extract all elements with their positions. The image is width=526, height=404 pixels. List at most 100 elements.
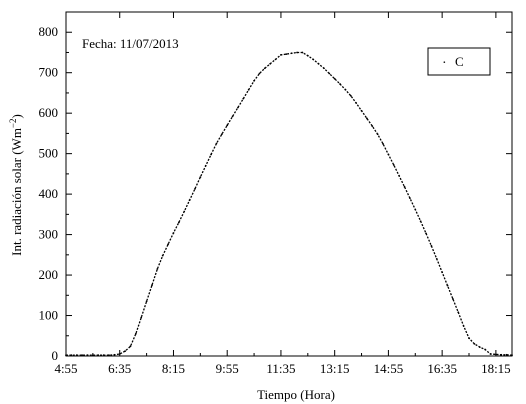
data-point: [129, 345, 132, 348]
plot-frame: [65, 11, 513, 357]
series-line-C: [66, 51, 513, 356]
data-point: [172, 232, 175, 234]
data-point: [91, 354, 94, 357]
data-point: [430, 245, 433, 247]
x-tick-label: 4:55: [54, 361, 77, 376]
legend: · C: [427, 47, 491, 76]
legend-box: [427, 47, 491, 76]
x-tick-label: 16:35: [427, 361, 457, 376]
y-axis-label-main: Int. radiación solar (Wm: [9, 128, 24, 256]
data-point: [247, 88, 250, 91]
data-point: [435, 257, 438, 260]
data-point: [323, 67, 325, 70]
data-point: [478, 346, 481, 348]
data-point: [285, 53, 288, 55]
data-point: [134, 332, 137, 335]
data-point: [317, 62, 320, 65]
data-point: [290, 52, 293, 55]
y-tick-label: 500: [39, 146, 59, 161]
y-tick-label: 100: [39, 308, 59, 323]
data-point: [194, 187, 196, 190]
data-point: [333, 77, 336, 80]
data-point: [366, 117, 368, 120]
data-point: [328, 72, 331, 75]
data-point: [183, 210, 186, 213]
data-point: [484, 348, 487, 351]
data-point: [124, 350, 127, 353]
data-point: [382, 143, 384, 145]
data-point: [86, 354, 89, 357]
y-axis-label-exponent: −2: [8, 118, 18, 128]
x-tick-label: 13:15: [320, 361, 350, 376]
data-point: [473, 342, 476, 345]
data-point: [306, 54, 309, 57]
data-point: [258, 72, 261, 75]
x-axis-label: Tiempo (Hora): [257, 387, 335, 402]
data-point: [81, 354, 84, 357]
data-point: [65, 354, 67, 357]
data-point: [145, 300, 148, 303]
y-tick-label: 300: [39, 227, 59, 242]
data-point: [75, 354, 78, 357]
y-tick-label: 700: [39, 65, 59, 80]
y-tick-label: 200: [39, 267, 59, 282]
y-tick-label: 600: [39, 105, 59, 120]
data-point: [494, 353, 497, 356]
legend-marker: ·: [442, 56, 447, 71]
series-layer: [65, 51, 513, 357]
data-point: [226, 124, 229, 127]
x-axis: 4:55 6:35 8:15 9:55 11:35 13:15 14:55 16:35 18:1…: [54, 12, 511, 376]
data-point: [242, 97, 245, 100]
data-point: [204, 164, 207, 167]
y-axis: 0 100 200 300 400 500 600 700 800: [39, 24, 512, 363]
data-point: [403, 185, 406, 188]
data-point: [280, 54, 282, 56]
data-point: [409, 197, 411, 200]
data-point: [425, 232, 427, 235]
data-point: [392, 164, 395, 166]
y-tick-label: 0: [52, 348, 59, 363]
data-point: [253, 79, 255, 82]
data-point: [263, 67, 266, 70]
data-point: [188, 199, 191, 202]
data-point: [161, 254, 164, 257]
data-point: [371, 125, 374, 128]
y-tick-label: 400: [39, 186, 59, 201]
data-point: [339, 83, 341, 85]
data-point: [349, 94, 352, 97]
data-point: [237, 106, 239, 109]
y-tick-label: 800: [39, 24, 59, 39]
data-point: [274, 58, 277, 61]
data-point: [344, 88, 347, 91]
data-point: [505, 353, 508, 356]
x-tick-label: 6:35: [108, 361, 131, 376]
data-point: [446, 284, 449, 287]
data-point: [108, 354, 110, 357]
data-point: [215, 142, 218, 145]
data-point: [511, 354, 513, 357]
data-point: [387, 153, 390, 156]
data-point: [199, 176, 202, 179]
data-point: [468, 337, 470, 340]
legend-label: C: [455, 54, 464, 69]
data-point: [457, 311, 460, 314]
data-point: [220, 133, 223, 136]
data-point: [156, 268, 159, 270]
data-point: [462, 325, 465, 327]
data-point: [210, 153, 212, 156]
data-point: [360, 109, 363, 112]
data-point: [398, 175, 401, 177]
data-point: [441, 271, 444, 274]
data-point: [113, 353, 116, 356]
data-point: [419, 220, 422, 223]
x-tick-label: 18:15: [481, 361, 511, 376]
y-axis-label-close: ): [9, 114, 24, 118]
data-point: [500, 353, 503, 356]
data-point: [296, 51, 298, 54]
data-point: [97, 354, 100, 357]
date-annotation: Fecha: 11/07/2013: [82, 36, 179, 51]
data-point: [177, 221, 180, 224]
data-point: [151, 284, 153, 287]
data-point: [312, 58, 315, 61]
